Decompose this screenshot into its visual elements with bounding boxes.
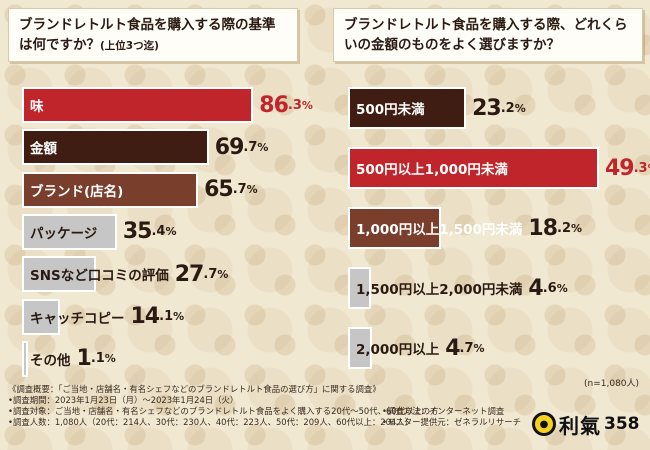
right-bar-label-3: 1,500円以上2,000円未満 — [356, 282, 523, 298]
left-bar-3: パッケージ 35.4% — [22, 213, 290, 250]
left-bar-label-2: ブランド(店名) — [30, 183, 124, 200]
right-bar-2: 1,000円以上1,500円未満 18.2% — [348, 207, 628, 249]
left-bar-value-1: 69.7% — [214, 134, 269, 160]
left-bar-2: ブランド(店名) 65.7% — [22, 171, 290, 208]
left-bar-fill-6 — [22, 340, 28, 377]
right-chart-title-text: ブランドレトルト食品を購入する際、どれくらいの金額のものをよく選びますか？ — [344, 17, 628, 53]
left-bar-fill-1 — [22, 129, 209, 166]
left-bar-value-3: 35.4% — [122, 219, 177, 245]
survey-footnotes-right: •調査方法：インターネット調査 •モニター提供元：ゼネラルリサーチ — [382, 406, 542, 428]
logo-mark-icon: ● — [532, 412, 556, 436]
left-bar-fill-4 — [22, 256, 97, 293]
left-chart-title-text: ブランドレトルト食品を購入する際の基準は何ですか？ — [19, 17, 276, 53]
right-chart-title: ブランドレトルト食品を購入する際、どれくらいの金額のものをよく選びますか？ — [333, 8, 643, 62]
left-bar-label-0: 味 — [30, 99, 44, 115]
left-chart-title-note: (上位3つ迄) — [100, 40, 159, 52]
left-chart-title: ブランドレトルト食品を購入する際の基準は何ですか？(上位3つ迄) — [8, 8, 298, 62]
right-bar-fill-3 — [348, 267, 372, 309]
left-bar-label-1: 金額 — [30, 141, 57, 158]
left-bar-1: 金額 69.7% — [22, 129, 290, 166]
left-bar-label-6: その他 — [30, 352, 71, 369]
right-bar-value-0: 23.2% — [472, 95, 526, 121]
left-bar-fill-2 — [22, 171, 199, 208]
right-bar-value-1: 49.3% — [604, 155, 650, 181]
right-bar-value-4: 4.7% — [445, 335, 485, 361]
left-bar-value-6: 1.1% — [76, 346, 116, 372]
footnote-line-2: •調査期間：2023年1月23日（月）〜2023年1月24日（火） — [8, 395, 239, 405]
left-bar-6: その他 1.1% — [22, 340, 290, 377]
left-bar-4: SNSなど口コミの評価 27.7% — [22, 256, 290, 293]
footnote-provider: •モニター提供元：ゼネラルリサーチ — [382, 417, 521, 427]
left-bar-value-0: 86.3% — [259, 92, 313, 118]
footnote-method: •調査方法：インターネット調査 — [382, 406, 505, 416]
right-bar-0: 500円未満 23.2% — [348, 87, 628, 129]
left-bar-fill-0 — [22, 87, 254, 123]
brand-logo: ● 利氣 358 — [532, 409, 640, 439]
footnote-line-4: •調査人数：1,080人（20代：214人、30代：230人、40代：223人、… — [8, 417, 413, 427]
left-bar-value-2: 65.7% — [204, 177, 258, 203]
right-bar-3: 1,500円以上2,000円未満 4.6% — [348, 267, 628, 309]
right-bar-fill-2 — [348, 207, 441, 249]
right-bar-label-2: 1,000円以上1,500円未満 — [356, 222, 523, 238]
logo-number: 358 — [604, 414, 640, 434]
survey-footnotes: 《調査概要：「ご当地・店舗名・有名シェフなどのブランドレトルト食品の選び方」に関… — [8, 384, 528, 428]
right-bar-value-2: 18.2% — [528, 215, 583, 241]
footnote-line-1: 《調査概要：「ご当地・店舗名・有名シェフなどのブランドレトルト食品の選び方」に関… — [8, 384, 381, 394]
right-bar-value-3: 4.6% — [528, 275, 568, 301]
right-bar-fill-4 — [348, 327, 372, 369]
right-bar-1: 500円以上1,000円未満 49.3% — [348, 147, 650, 189]
left-bar-fill-5 — [22, 298, 60, 335]
left-bar-5: キャッチコピー 14.1% — [22, 298, 290, 335]
footnote-line-3: •調査対象：ご当地・店舗名・有名シェフなどのブランドレトルト食品をよく購入する2… — [8, 406, 439, 416]
left-bar-label-3: パッケージ — [30, 225, 98, 242]
right-bar-label-0: 500円未満 — [356, 102, 425, 118]
right-bar-4: 2,000円以上 4.7% — [348, 327, 628, 369]
right-bar-label-1: 500円以上1,000円未満 — [356, 162, 508, 178]
right-bar-label-4: 2,000円以上 — [356, 342, 440, 358]
left-bar-value-5: 14.1% — [130, 304, 185, 329]
left-bar-value-4: 27.7% — [174, 261, 229, 287]
left-bar-fill-3 — [22, 213, 117, 250]
sample-size-note: (n=1,080人) — [584, 379, 640, 389]
logo-word: 利氣 — [559, 413, 601, 438]
left-bar-label-5: キャッチコピー — [30, 310, 125, 327]
left-bar-0: 味 86.3% — [22, 87, 313, 123]
right-bar-fill-1 — [348, 147, 599, 189]
left-bar-label-4: SNSなど口コミの評価 — [30, 268, 169, 285]
right-bar-fill-0 — [348, 87, 467, 129]
